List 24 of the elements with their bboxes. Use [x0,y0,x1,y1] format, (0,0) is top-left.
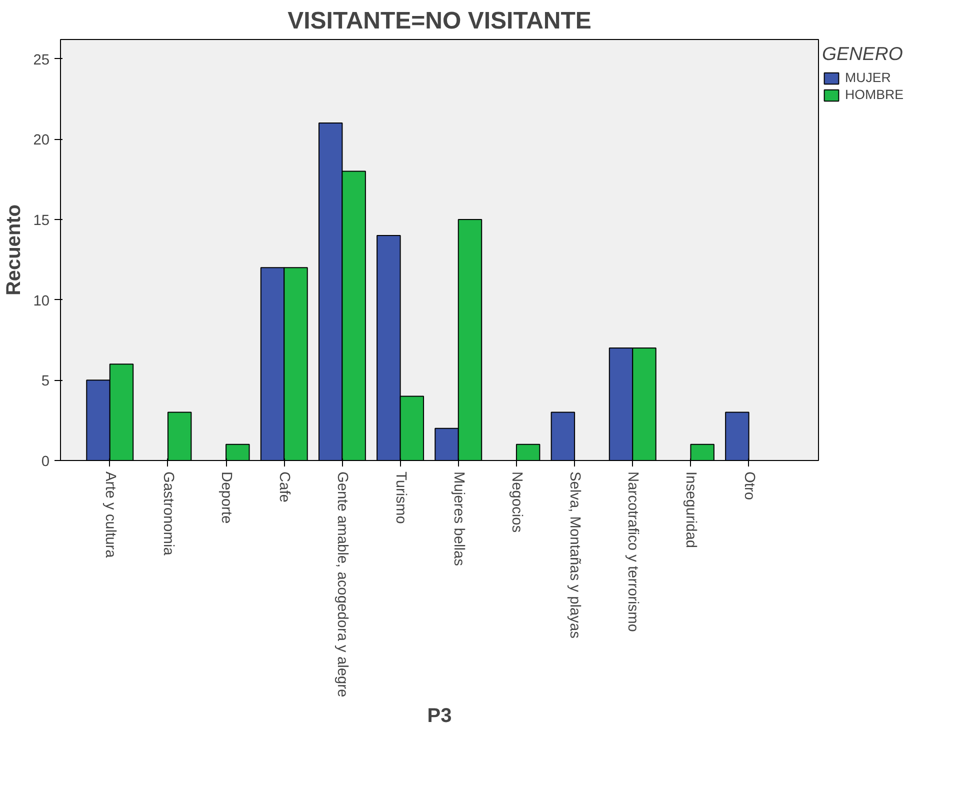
x-tick-label: Cafe [276,472,292,502]
chart-title: VISITANTE=NO VISITANTE [288,8,592,34]
x-tick-label: Deporte [218,472,234,524]
x-tick-label: Mujeres bellas [450,472,466,566]
x-tick-label: Negocios [508,472,524,533]
y-tick-label: 15 [33,212,50,229]
y-tick-label: 5 [41,374,50,390]
y-tick-label: 20 [33,132,50,149]
legend-label: HOMBRE [845,87,904,102]
y-tick-label: 0 [41,454,50,470]
x-tick-label: Gastronomia [160,472,176,556]
y-axis-title: Recuento [3,204,26,296]
legend-label: MUJER [845,70,891,85]
y-tick-label: 25 [33,52,50,68]
x-tick-label: Selva, Montañas y playas [566,472,583,639]
x-tick-label: Turismo [392,472,408,524]
y-tick-label: 10 [33,293,50,310]
legend-title: GENERO [822,43,904,65]
x-tick-label: Gente amable, acogedora y alegre [334,472,350,698]
x-axis-title: P3 [427,705,452,728]
x-tick-label: Otro [740,472,757,500]
x-tick-label: Arte y cultura [102,472,118,559]
x-tick-label: Narcotrafico y terrorismo [624,472,641,632]
x-tick-label: Inseguridad [682,472,699,548]
